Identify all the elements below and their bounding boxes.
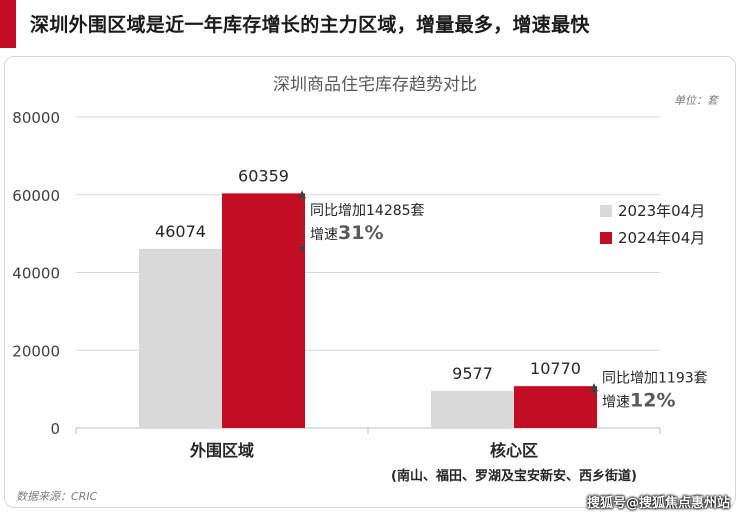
annotation-increase: 同比增加14285套 [310, 203, 425, 219]
annotation-growth-rate: 增速31% [310, 222, 383, 244]
watermark: 搜狐号@搜狐焦点惠州站 [586, 496, 730, 511]
data-label: 46074 [155, 222, 206, 241]
legend-label: 2024年04月 [618, 229, 705, 247]
x-category-subtitle: (南山、福田、罗湖及宝安新安、西乡街道) [391, 468, 637, 484]
y-tick-label: 20000 [12, 342, 60, 360]
page-title: 深圳外围区域是近一年库存增长的主力区域，增量最多，增速最快 [30, 14, 590, 36]
legend-label: 2023年04月 [618, 202, 705, 220]
chart-panel [4, 56, 736, 508]
y-tick-label: 0 [50, 420, 60, 438]
title-accent-bar [0, 0, 16, 48]
unit-label: 单位：套 [674, 94, 720, 107]
annotation-increase: 同比增加1193套 [602, 370, 708, 386]
x-category-label: 核心区 [490, 441, 538, 460]
y-tick-label: 60000 [12, 187, 60, 205]
growth-value: 31% [338, 222, 383, 244]
data-label: 10770 [530, 359, 581, 378]
x-category-label: 外围区域 [189, 441, 254, 460]
bracket-end-marker [591, 388, 597, 394]
growth-value: 12% [630, 389, 675, 411]
arrow-up-icon [590, 383, 598, 392]
legend-swatch [600, 205, 612, 217]
bar [222, 193, 305, 428]
growth-prefix: 增速 [310, 227, 338, 243]
bar [514, 386, 597, 428]
growth-prefix: 增速 [602, 394, 630, 410]
arrow-up-icon [298, 190, 306, 199]
bar [139, 248, 222, 428]
annotation-growth-rate: 增速12% [602, 389, 675, 411]
data-label: 60359 [238, 166, 289, 185]
y-tick-label: 80000 [12, 109, 60, 127]
bar [431, 390, 514, 428]
legend-swatch [600, 232, 612, 244]
chart-title: 深圳商品住宅库存趋势对比 [273, 75, 477, 95]
source-label: 数据来源：CRIC [16, 490, 98, 503]
data-label: 9577 [452, 364, 493, 383]
y-tick-label: 40000 [12, 265, 60, 283]
bracket-end-marker [299, 246, 305, 252]
